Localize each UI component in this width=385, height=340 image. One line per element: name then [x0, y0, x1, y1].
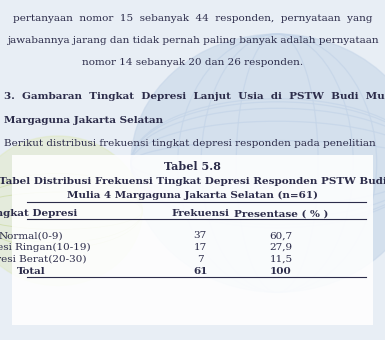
- Text: 7: 7: [197, 255, 204, 264]
- Text: 60,7: 60,7: [270, 231, 293, 240]
- Text: 11,5: 11,5: [270, 255, 293, 264]
- Text: 27,9: 27,9: [270, 243, 293, 252]
- Text: 17: 17: [194, 243, 207, 252]
- Text: Presentase ( % ): Presentase ( % ): [234, 209, 328, 218]
- Text: Margaguna Jakarta Selatan: Margaguna Jakarta Selatan: [4, 116, 163, 124]
- Text: Depresi Ringan(10-19): Depresi Ringan(10-19): [0, 243, 90, 252]
- Text: 61: 61: [193, 267, 208, 276]
- Text: Depresi Berat(20-30): Depresi Berat(20-30): [0, 255, 87, 264]
- Text: Tabel 5.8: Tabel 5.8: [164, 162, 221, 172]
- Text: nomor 14 sebanyak 20 dan 26 responden.: nomor 14 sebanyak 20 dan 26 responden.: [82, 58, 303, 67]
- Text: Tabel Distribusi Frekuensi Tingkat Depresi Responden PSTW Budi: Tabel Distribusi Frekuensi Tingkat Depre…: [0, 177, 385, 186]
- Text: pertanyaan  nomor  15  sebanyak  44  responden,  pernyataan  yang: pertanyaan nomor 15 sebanyak 44 responde…: [13, 14, 372, 22]
- Text: Total: Total: [17, 267, 45, 276]
- Text: Mulia 4 Margaguna Jakarta Selatan (n=61): Mulia 4 Margaguna Jakarta Selatan (n=61): [67, 190, 318, 200]
- Circle shape: [0, 136, 142, 286]
- FancyBboxPatch shape: [12, 155, 373, 325]
- Text: 100: 100: [270, 267, 292, 276]
- Text: 3.  Gambaran  Tingkat  Depresi  Lanjut  Usia  di  PSTW  Budi  Mulia  4: 3. Gambaran Tingkat Depresi Lanjut Usia …: [4, 92, 385, 101]
- Text: jawabannya jarang dan tidak pernah paling banyak adalah pernyataan: jawabannya jarang dan tidak pernah palin…: [7, 36, 378, 45]
- Text: Frekuensi: Frekuensi: [171, 209, 229, 218]
- Circle shape: [131, 34, 385, 292]
- Text: Tingkat Depresi: Tingkat Depresi: [0, 209, 77, 218]
- Text: 37: 37: [194, 231, 207, 240]
- Text: Normal(0-9): Normal(0-9): [0, 231, 63, 240]
- Text: Berikut distribusi frekuensi tingkat depresi responden pada penelitian: Berikut distribusi frekuensi tingkat dep…: [4, 139, 376, 148]
